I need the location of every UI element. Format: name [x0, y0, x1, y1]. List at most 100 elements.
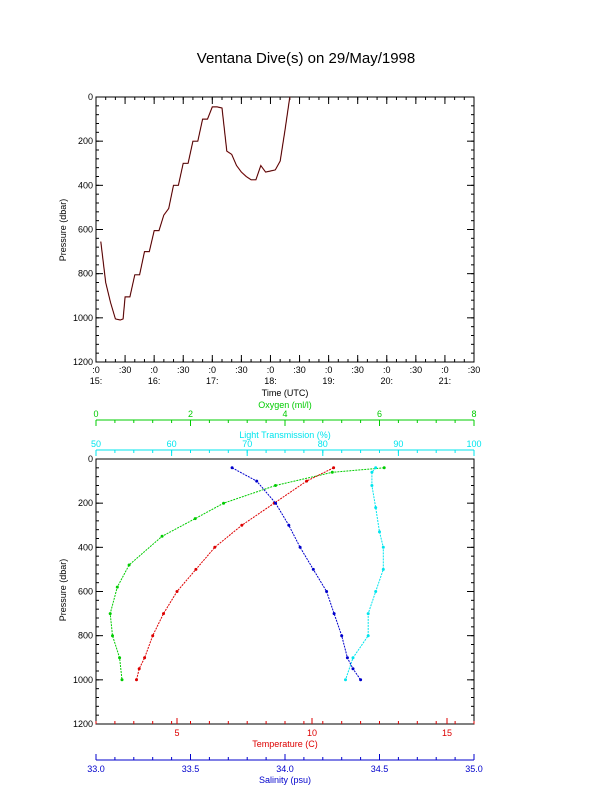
profile-point — [330, 470, 334, 474]
x-tick-label: :0 — [209, 365, 217, 375]
x-tick-hour-label: 17: — [206, 376, 219, 386]
axis-title: Salinity (psu) — [259, 775, 311, 785]
x-tick-hour-label: 15: — [90, 376, 103, 386]
profile-point — [151, 634, 155, 638]
profile-point — [115, 585, 119, 589]
profile-y-tick-label: 0 — [88, 454, 93, 464]
profile-y-tick-label: 400 — [78, 542, 93, 552]
x-tick-label: :30 — [468, 365, 481, 375]
profile-point — [118, 656, 122, 660]
profile-y-tick-label: 1000 — [73, 675, 93, 685]
profile-point — [108, 612, 112, 616]
profile-point — [345, 656, 349, 660]
x-tick-label: :30 — [177, 365, 190, 375]
axis-tick-label: 60 — [167, 439, 177, 449]
profile-point — [370, 484, 374, 487]
profile-point — [160, 534, 164, 538]
profile-point — [305, 479, 309, 483]
profile-point — [240, 523, 244, 527]
profile-point — [287, 523, 291, 527]
profile-point — [370, 470, 374, 474]
axis-tick-label: 15 — [442, 728, 452, 738]
profile-y-tick-label: 800 — [78, 631, 93, 641]
profile-point — [311, 567, 315, 571]
profile-point — [143, 656, 147, 660]
x-tick-label: :30 — [410, 365, 423, 375]
dive-trace-overlay — [100, 96, 291, 321]
axis-tick-label: 6 — [377, 409, 382, 419]
dive-trace — [100, 96, 291, 321]
profile-y-tick-label: 200 — [78, 498, 93, 508]
profile-y-axis-title: Pressure (dbar) — [58, 559, 68, 622]
profile-point — [162, 612, 165, 616]
profile-point — [374, 466, 378, 470]
axis-tick-label: 8 — [471, 409, 476, 419]
x-tick-hour-label: 18: — [264, 376, 277, 386]
profile-point — [120, 678, 124, 682]
x-tick-hour-label: 21: — [439, 376, 452, 386]
profile-point — [332, 612, 336, 616]
profile-point — [378, 530, 381, 534]
x-tick-hour-label: 20: — [381, 376, 394, 386]
profile-point — [351, 656, 355, 660]
x-tick-label: :0 — [150, 365, 158, 375]
profile-point — [213, 545, 217, 549]
axis-tick-label: 35.0 — [465, 764, 483, 774]
profile-point — [274, 484, 277, 487]
axis-tick-label: 90 — [393, 439, 403, 449]
profile-point — [255, 479, 259, 483]
profile-plot-frame — [95, 458, 475, 725]
axis-tick-label: 4 — [282, 409, 287, 419]
profile-point — [298, 545, 302, 549]
profile-series — [231, 467, 362, 681]
profile-point — [222, 501, 226, 505]
profile-point — [325, 590, 329, 593]
x-tick-label: :0 — [92, 365, 100, 375]
y-tick-label: 400 — [78, 180, 93, 190]
profile-point — [127, 563, 131, 567]
profile-point — [193, 517, 197, 521]
y-tick-label: 0 — [88, 92, 93, 102]
profile-series — [345, 467, 384, 680]
y-axis-title: Pressure (dbar) — [58, 199, 68, 262]
profile-y-tick-label: 600 — [78, 587, 93, 597]
x-tick-label: :30 — [119, 365, 132, 375]
y-tick-label: 600 — [78, 225, 93, 235]
x-tick-label: :30 — [235, 365, 248, 375]
page-title: Ventana Dive(s) on 29/May/1998 — [196, 50, 416, 67]
profile-point — [344, 678, 347, 682]
profile-point — [194, 567, 198, 571]
axis-title: Oxygen (ml/l) — [258, 400, 312, 410]
profile-point — [137, 667, 141, 671]
profile-point — [382, 466, 386, 470]
profile-point — [374, 590, 378, 593]
profile-point — [135, 678, 138, 682]
profile-point — [366, 634, 370, 638]
profile-point — [381, 567, 385, 571]
x-tick-label: :0 — [383, 365, 391, 375]
x-tick-label: :30 — [293, 365, 306, 375]
profile-point — [381, 545, 385, 549]
axis-tick-label: 50 — [91, 439, 101, 449]
profile-point — [332, 466, 336, 470]
axis-tick-label: 2 — [188, 409, 193, 419]
profile-point — [230, 466, 234, 470]
x-tick-hour-label: 19: — [322, 376, 335, 386]
profile-point — [340, 634, 344, 638]
profile-series — [109, 467, 385, 680]
axis-title: Temperature (C) — [252, 739, 318, 749]
x-tick-label: :0 — [267, 365, 275, 375]
profile-series — [136, 467, 334, 680]
axis-tick-label: 80 — [318, 439, 328, 449]
profile-point — [175, 590, 179, 593]
axis-tick-label: 100 — [466, 439, 481, 449]
profile-point — [366, 612, 370, 616]
profile-point — [274, 501, 278, 505]
y-tick-label: 1200 — [73, 357, 93, 367]
profile-point — [359, 678, 363, 682]
y-tick-label: 800 — [78, 269, 93, 279]
x-tick-label: :0 — [325, 365, 333, 375]
axis-tick-label: 70 — [242, 439, 252, 449]
axis-tick-label: 34.0 — [276, 764, 294, 774]
